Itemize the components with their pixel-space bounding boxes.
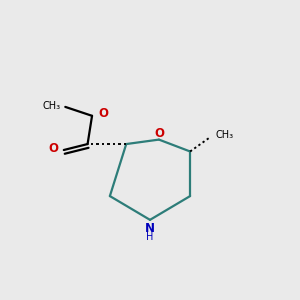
Text: CH₃: CH₃	[43, 101, 61, 111]
Text: O: O	[154, 127, 164, 140]
Text: O: O	[99, 107, 109, 120]
Text: N: N	[145, 222, 155, 235]
Text: CH₃: CH₃	[215, 130, 233, 140]
Text: H: H	[146, 232, 154, 242]
Text: O: O	[49, 142, 58, 155]
